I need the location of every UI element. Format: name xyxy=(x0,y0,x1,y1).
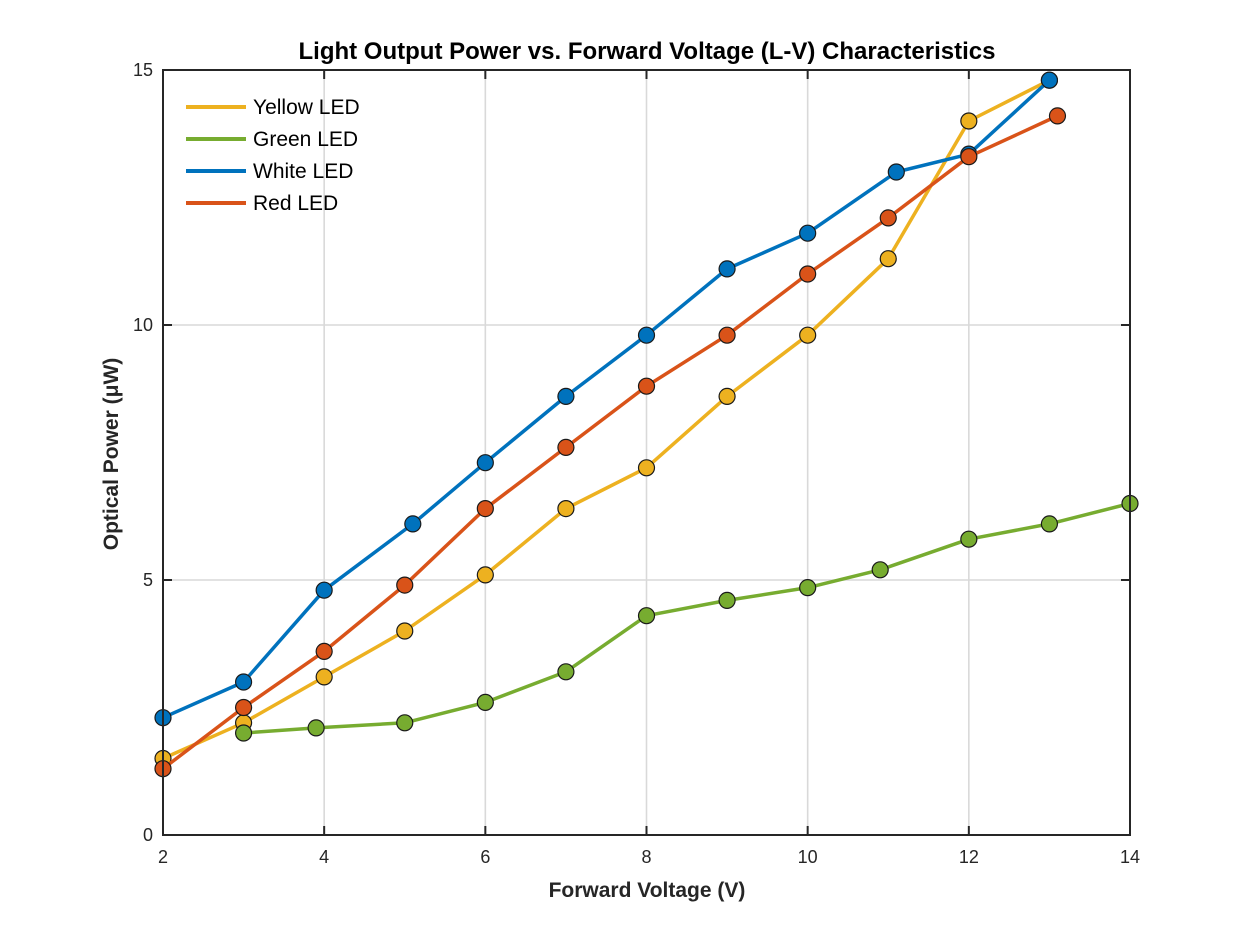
data-point xyxy=(557,438,575,456)
data-point xyxy=(476,566,494,584)
data-point xyxy=(799,265,817,283)
y-tick-label: 5 xyxy=(143,570,153,590)
data-point xyxy=(396,622,414,640)
data-point xyxy=(871,561,889,579)
data-point xyxy=(887,163,905,181)
data-point xyxy=(718,260,736,278)
data-point xyxy=(234,698,253,717)
data-point xyxy=(557,663,575,681)
data-point xyxy=(799,326,817,344)
data-point xyxy=(1040,71,1059,89)
data-point xyxy=(718,591,736,610)
y-tick-label: 0 xyxy=(143,825,153,845)
data-point xyxy=(557,500,575,518)
data-point xyxy=(637,377,656,395)
data-point xyxy=(315,642,333,661)
x-tick-label: 8 xyxy=(641,847,651,867)
data-point xyxy=(637,459,656,477)
grid-lines xyxy=(162,69,1131,836)
y-tick-label: 15 xyxy=(133,60,153,80)
data-point xyxy=(637,607,656,625)
data-point xyxy=(718,387,736,405)
x-tick-label: 10 xyxy=(798,847,818,867)
data-point xyxy=(315,581,333,599)
data-point xyxy=(307,719,325,737)
data-point xyxy=(718,326,736,344)
legend-entry: Red LED xyxy=(253,192,338,215)
data-point xyxy=(799,224,817,242)
data-point xyxy=(396,714,414,732)
data-point xyxy=(396,576,414,594)
data-point xyxy=(799,579,817,597)
series-line xyxy=(162,78,1051,720)
data-point xyxy=(1040,515,1059,533)
data-point xyxy=(879,209,897,227)
data-point xyxy=(637,326,656,344)
data-point xyxy=(557,387,575,405)
y-axis-label: Optical Power (μW) xyxy=(100,358,123,551)
data-point xyxy=(315,668,333,686)
data-point xyxy=(960,530,978,548)
series-line xyxy=(243,501,1131,735)
series-green-led xyxy=(234,494,1139,742)
legend: Yellow LED Green LED White LED Red LED xyxy=(186,96,360,215)
y-tick-label: 10 xyxy=(133,315,153,335)
x-tick-label: 6 xyxy=(480,847,490,867)
series-line xyxy=(162,78,1051,761)
data-point xyxy=(234,724,253,742)
x-tick-label: 4 xyxy=(319,847,329,867)
data-point xyxy=(1048,107,1067,125)
chart-title: Light Output Power vs. Forward Voltage (… xyxy=(299,38,996,65)
data-point xyxy=(476,693,494,712)
data-point xyxy=(879,250,897,268)
x-tick-label: 14 xyxy=(1120,847,1140,867)
data-point xyxy=(960,112,978,130)
series-line xyxy=(161,114,1059,771)
legend-entry: Green LED xyxy=(253,128,358,151)
series-white-led xyxy=(154,71,1059,727)
x-tick-label: 2 xyxy=(158,847,168,867)
data-point xyxy=(476,454,494,472)
x-tick-label: 12 xyxy=(959,847,979,867)
data-point xyxy=(476,500,494,518)
legend-entry: Yellow LED xyxy=(253,96,360,119)
x-axis-label: Forward Voltage (V) xyxy=(549,879,746,902)
tick-layer: 2 4 6 8 10 12 14 0 5 10 15 xyxy=(133,60,1140,867)
data-point xyxy=(960,148,978,166)
legend-entry: White LED xyxy=(253,160,353,183)
data-point xyxy=(404,515,422,533)
data-point xyxy=(234,673,253,691)
